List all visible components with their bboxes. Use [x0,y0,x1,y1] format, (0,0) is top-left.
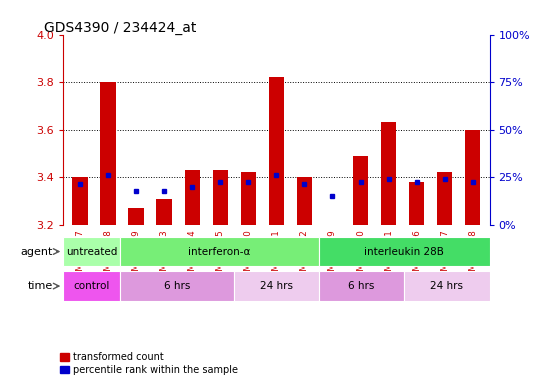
Bar [63,271,120,301]
Text: 24 hrs: 24 hrs [430,281,463,291]
Bar [63,237,120,266]
Bar [157,199,172,225]
Text: 24 hrs: 24 hrs [260,281,293,291]
Text: 6 hrs: 6 hrs [164,281,190,291]
Bar [234,271,319,301]
Bar [353,156,368,225]
Bar [296,177,312,225]
Bar [381,122,396,225]
Bar [129,208,144,225]
Text: control: control [74,281,110,291]
Bar [437,172,452,225]
Text: interferon-α: interferon-α [188,247,251,257]
Bar [213,170,228,225]
Text: 6 hrs: 6 hrs [349,281,375,291]
Bar [268,77,284,225]
Bar [404,271,490,301]
Bar [185,170,200,225]
Legend: transformed count, percentile rank within the sample: transformed count, percentile rank withi… [60,353,239,375]
Text: time: time [28,281,53,291]
Bar [120,271,234,301]
Bar [240,172,256,225]
Text: untreated: untreated [66,247,117,257]
Text: GDS4390 / 234424_at: GDS4390 / 234424_at [44,21,196,35]
Text: interleukin 28B: interleukin 28B [364,247,444,257]
Bar [101,82,116,225]
Bar [73,177,88,225]
Bar [120,237,319,266]
Bar [319,237,490,266]
Bar [465,129,480,225]
Bar [319,271,404,301]
Text: agent: agent [20,247,53,257]
Bar [409,182,424,225]
